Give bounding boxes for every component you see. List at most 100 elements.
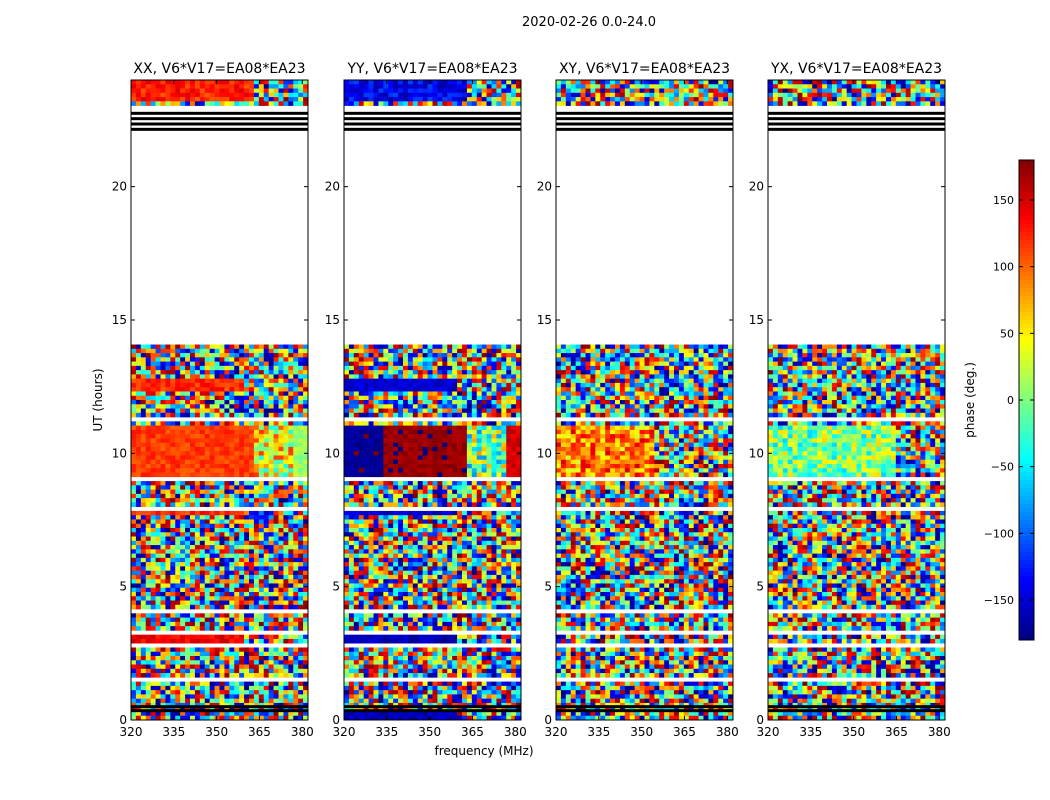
flag-line xyxy=(131,705,308,709)
heatmap-cell xyxy=(253,617,260,623)
heatmap-cell xyxy=(422,489,428,495)
heatmap-cell xyxy=(140,412,147,418)
heatmap-cell xyxy=(427,489,433,495)
heatmap-cell xyxy=(496,353,502,358)
heatmap-cell xyxy=(175,374,181,379)
heatmap-cell xyxy=(273,523,279,529)
heatmap-cell xyxy=(358,446,364,452)
heatmap-cell xyxy=(145,604,151,610)
heatmap-cell xyxy=(185,425,191,431)
heatmap-cell xyxy=(263,374,269,379)
heatmap-cell xyxy=(303,673,308,678)
heatmap-cell xyxy=(258,421,265,426)
heatmap-cell xyxy=(278,489,284,495)
heatmap-cell xyxy=(155,621,161,627)
heatmap-cell xyxy=(403,84,409,89)
heatmap-cell xyxy=(224,344,230,350)
heatmap-cell xyxy=(417,464,423,469)
heatmap-cell xyxy=(303,647,308,653)
heatmap-cell xyxy=(170,570,176,576)
heatmap-cell xyxy=(214,344,220,350)
heatmap-cell xyxy=(427,378,433,384)
heatmap-cell xyxy=(462,528,468,533)
heatmap-cell xyxy=(170,485,176,490)
heatmap-cell xyxy=(278,613,284,618)
heatmap-cell xyxy=(273,510,279,516)
heatmap-cell xyxy=(199,668,206,674)
heatmap-cell xyxy=(165,715,171,720)
heatmap-cell xyxy=(471,472,478,478)
heatmap-cell xyxy=(283,519,289,525)
heatmap-cell xyxy=(263,361,269,367)
heatmap-cell xyxy=(353,344,360,350)
heatmap-cell xyxy=(457,391,463,397)
heatmap-cell xyxy=(170,493,176,499)
heatmap-cell xyxy=(175,553,181,559)
heatmap-cell xyxy=(145,540,151,546)
heatmap-cell xyxy=(224,485,230,490)
heatmap-cell xyxy=(427,80,433,85)
heatmap-cell xyxy=(403,540,409,546)
heatmap-cell xyxy=(263,387,269,392)
heatmap-cell xyxy=(506,425,512,431)
heatmap-cell xyxy=(363,472,369,478)
heatmap-cell xyxy=(388,429,394,435)
heatmap-cell xyxy=(175,481,181,486)
heatmap-cell xyxy=(175,92,181,98)
heatmap-cell xyxy=(140,451,147,456)
heatmap-cell xyxy=(278,502,284,507)
heatmap-cell xyxy=(378,510,384,516)
heatmap-cell xyxy=(180,621,186,627)
heatmap-cell xyxy=(170,592,176,597)
heatmap-cell xyxy=(180,528,186,533)
heatmap-cell xyxy=(388,545,394,550)
heatmap-cell xyxy=(462,344,468,350)
heatmap-cell xyxy=(457,88,463,94)
heatmap-cell xyxy=(283,464,289,469)
heatmap-cell xyxy=(293,664,299,670)
heatmap-cell xyxy=(263,562,269,567)
heatmap-cell xyxy=(190,387,196,392)
heatmap-cell xyxy=(393,493,399,499)
heatmap-cell xyxy=(194,451,201,456)
heatmap-cell xyxy=(288,412,294,418)
heatmap-cell xyxy=(263,92,269,98)
heatmap-cell xyxy=(383,391,389,397)
heatmap-cell xyxy=(234,553,240,559)
heatmap-cell xyxy=(486,353,492,358)
heatmap-cell xyxy=(283,361,289,367)
heatmap-cell xyxy=(383,357,389,362)
heatmap-cell xyxy=(165,459,171,465)
heatmap-cell xyxy=(348,455,355,461)
heatmap-cell xyxy=(486,97,492,102)
heatmap-cell xyxy=(283,626,289,631)
heatmap-cell xyxy=(194,459,201,465)
heatmap-cell xyxy=(170,481,176,486)
heatmap-cell xyxy=(190,489,196,495)
heatmap-cell xyxy=(190,711,196,717)
heatmap-cell xyxy=(403,97,409,102)
heatmap-cell xyxy=(368,378,374,384)
heatmap-cell xyxy=(150,472,156,478)
heatmap-cell xyxy=(209,80,215,85)
heatmap-cell xyxy=(373,498,379,503)
heatmap-cell xyxy=(244,528,250,533)
heatmap-cell xyxy=(155,510,161,516)
heatmap-cell xyxy=(185,348,191,354)
heatmap-cell xyxy=(140,523,147,529)
heatmap-cell xyxy=(511,101,517,106)
heatmap-cell xyxy=(417,425,423,431)
heatmap-cell xyxy=(249,600,255,606)
heatmap-cell xyxy=(155,92,161,98)
heatmap-cell xyxy=(160,510,166,516)
heatmap-cell xyxy=(209,668,215,674)
heatmap-cell xyxy=(190,493,196,499)
heatmap-cell xyxy=(476,502,482,507)
heatmap-cell xyxy=(358,391,364,397)
heatmap-cell xyxy=(194,353,201,358)
heatmap-cell xyxy=(457,502,463,507)
heatmap-cell xyxy=(180,532,186,537)
heatmap-cell xyxy=(135,685,142,691)
heatmap-cell xyxy=(373,532,379,537)
heatmap-cell xyxy=(234,651,240,657)
